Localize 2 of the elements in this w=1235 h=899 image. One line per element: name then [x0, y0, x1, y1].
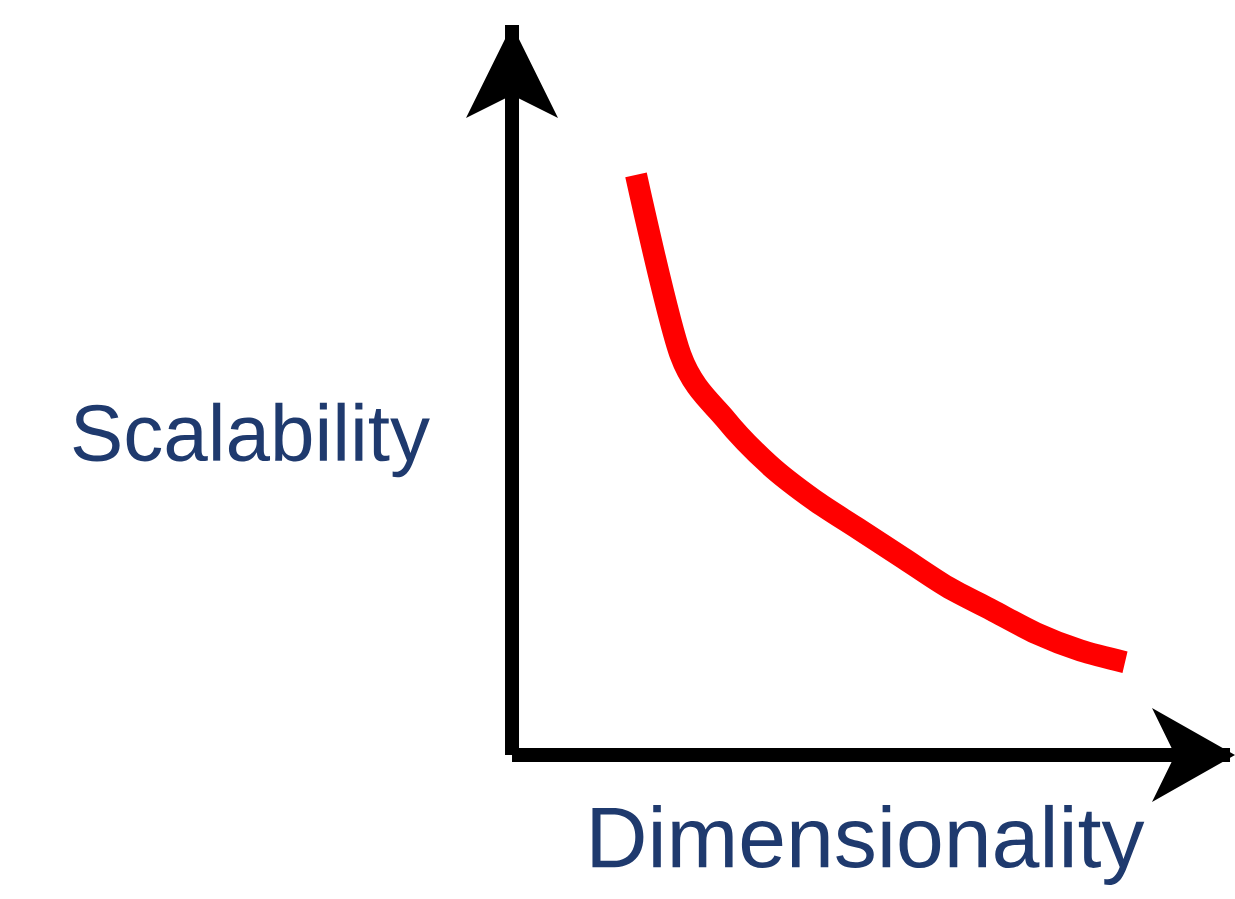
x-axis-title: Dimensionality	[592, 804, 1145, 886]
y-axis-title: Scalability	[73, 402, 430, 478]
